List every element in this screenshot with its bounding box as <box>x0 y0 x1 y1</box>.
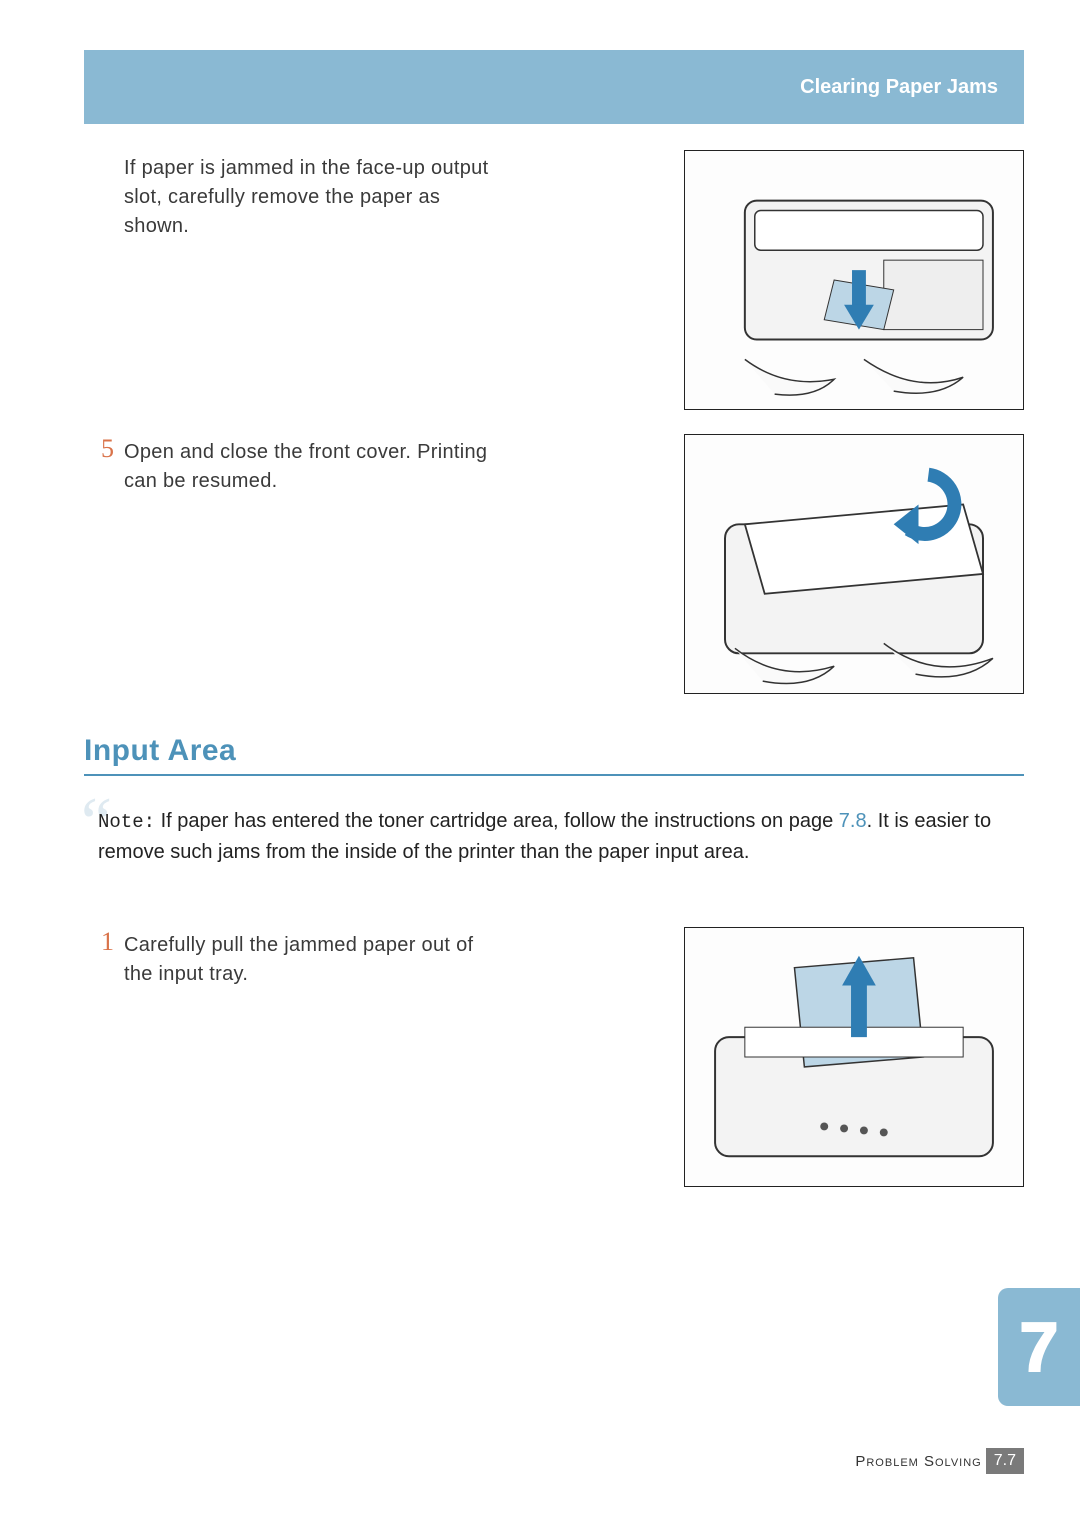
step-text: If paper is jammed in the face-up output… <box>124 150 524 241</box>
page-content: 0 If paper is jammed in the face-up outp… <box>84 150 1024 1211</box>
note-label: Note: <box>98 811 155 833</box>
section-title: Input Area <box>84 734 1024 768</box>
illustration-front-cover <box>684 434 1024 694</box>
note-text-before: If paper has entered the toner cartridge… <box>155 810 839 832</box>
step-row: 1 Carefully pull the jammed paper out of… <box>84 927 1024 1187</box>
printer-illustration-icon <box>685 151 1023 409</box>
chapter-number: 7 <box>1020 1307 1059 1387</box>
page-footer: Problem Solving 7.7 <box>855 1448 1024 1474</box>
step-text: Open and close the front cover. Printing… <box>124 434 524 496</box>
header-title: Clearing Paper Jams <box>800 76 998 99</box>
footer-section-label: Problem Solving <box>855 1453 981 1470</box>
printer-illustration-icon <box>685 928 1023 1186</box>
illustration-input-tray <box>684 927 1024 1187</box>
chapter-badge: 7 <box>998 1288 1080 1406</box>
printer-illustration-icon <box>685 435 1023 693</box>
step-number: 5 <box>84 434 114 462</box>
note-block: “ Note: If paper has entered the toner c… <box>84 806 1024 867</box>
illustration-faceup-remove <box>684 150 1024 410</box>
section-underline <box>84 774 1024 776</box>
step-row: 5 Open and close the front cover. Printi… <box>84 434 1024 694</box>
step-number: 1 <box>84 927 114 955</box>
step-text: Carefully pull the jammed paper out of t… <box>124 927 524 989</box>
step-row: 0 If paper is jammed in the face-up outp… <box>84 150 1024 410</box>
page-reference-link[interactable]: 7.8 <box>839 810 867 832</box>
footer-page-number: 7.7 <box>986 1448 1024 1474</box>
header-bar: Clearing Paper Jams <box>84 50 1024 124</box>
